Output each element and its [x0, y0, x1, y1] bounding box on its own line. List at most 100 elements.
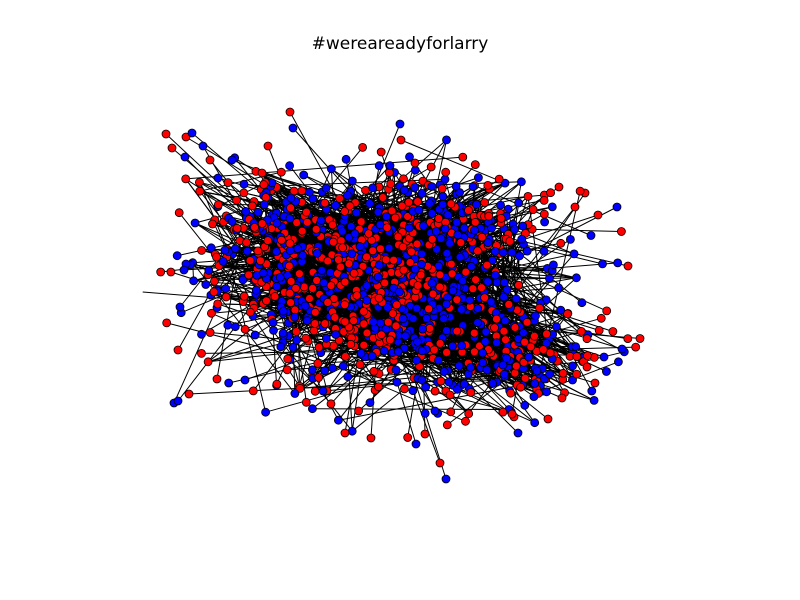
graph-node-red [623, 261, 633, 271]
graph-node-red [617, 227, 626, 236]
graph-node-red [259, 180, 269, 190]
graph-node-red [376, 330, 386, 340]
graph-node-red [538, 345, 548, 355]
graph-node-blue [473, 304, 483, 313]
graph-node-blue [598, 259, 607, 269]
graph-node-red [496, 213, 506, 223]
graph-node-red [361, 185, 370, 195]
graph-node-red [261, 193, 271, 202]
graph-node-blue [586, 231, 596, 240]
graph-node-blue [480, 337, 490, 347]
graph-node-red [468, 284, 478, 294]
graph-node-red [539, 209, 549, 219]
graph-node-blue [487, 223, 496, 233]
graph-node-blue [568, 375, 577, 385]
graph-node-red [239, 291, 249, 301]
graph-node-red [483, 180, 493, 190]
graph-node-blue [325, 268, 335, 277]
graph-node-red [480, 198, 490, 207]
graph-node-red [326, 399, 336, 409]
graph-edge [225, 226, 254, 289]
graph-node-blue [451, 181, 461, 191]
graph-edge [412, 390, 441, 464]
graph-node-red [184, 389, 194, 399]
graph-node-blue [395, 119, 405, 129]
graph-node-red [156, 267, 166, 277]
graph-node-red [526, 342, 536, 352]
graph-node-red [456, 238, 466, 248]
graph-node-blue [577, 298, 587, 308]
graph-node-blue [571, 342, 580, 352]
graph-node-blue [568, 361, 577, 371]
graph-node-red [340, 428, 350, 438]
graph-node-blue [490, 246, 500, 256]
graph-node-blue [384, 243, 394, 253]
graph-node-red [458, 152, 468, 162]
graph-node-blue [459, 223, 469, 233]
graph-node-red [161, 129, 171, 139]
graph-node-red [390, 213, 400, 223]
graph-node-red [447, 269, 457, 279]
graph-node-red [473, 246, 483, 256]
graph-edge [185, 156, 463, 180]
graph-node-blue [230, 322, 240, 332]
graph-node-red [277, 235, 286, 245]
graph-node-red [464, 205, 473, 215]
graph-node-red [206, 308, 216, 318]
graph-node-red [437, 184, 447, 194]
graph-node-red [383, 317, 393, 327]
graph-node-red [399, 174, 408, 184]
graph-node-blue [316, 215, 326, 225]
graph-node-blue [456, 305, 466, 314]
graph-node-red [470, 160, 480, 170]
graph-node-blue [483, 277, 493, 287]
graph-node-blue [276, 342, 286, 352]
graph-node-blue [587, 386, 597, 396]
graph-node-blue [542, 387, 551, 397]
graph-edge [287, 358, 324, 392]
graph-node-red [413, 281, 423, 290]
graph-node-blue [519, 328, 528, 338]
graph-node-blue [411, 439, 421, 449]
graph-node-red [391, 321, 401, 331]
graph-node-blue [404, 223, 414, 233]
graph-node-red [424, 304, 434, 314]
graph-node-red [557, 393, 567, 403]
graph-node-blue [342, 190, 352, 200]
graph-node-red [405, 258, 415, 267]
graph-node-blue [517, 177, 526, 187]
graph-node-blue [410, 165, 420, 175]
graph-node-red [403, 212, 413, 221]
graph-node-red [240, 324, 250, 334]
graph-node-blue [227, 155, 237, 165]
graph-node-red [301, 333, 311, 343]
graph-edge [344, 323, 365, 434]
graph-node-red [480, 293, 490, 303]
graph-node-blue [398, 314, 408, 323]
graph-node-red [294, 269, 304, 279]
graph-node-blue [189, 276, 199, 286]
graph-node-blue [331, 200, 340, 210]
graph-node-red [181, 132, 191, 142]
graph-node-blue [599, 352, 609, 362]
graph-node-blue [417, 346, 427, 356]
graph-node-red [434, 214, 444, 223]
graph-node-blue [278, 306, 288, 316]
graph-node-blue [545, 369, 554, 379]
graph-node-red [498, 407, 508, 417]
graph-node-blue [417, 188, 427, 198]
graph-node-red [209, 276, 219, 286]
graph-node-blue [259, 200, 269, 210]
graph-node-blue [454, 361, 464, 371]
graph-node-red [510, 323, 520, 332]
graph-node-blue [482, 365, 492, 375]
graph-node-blue [241, 206, 251, 216]
graph-node-red [340, 277, 350, 287]
graph-node-red [291, 327, 301, 337]
graph-edge [181, 229, 381, 314]
graph-node-red [255, 256, 265, 266]
graph-node-blue [373, 207, 383, 217]
graph-node-blue [434, 355, 443, 365]
graph-node-blue [292, 335, 302, 345]
graph-node-red [310, 307, 320, 317]
